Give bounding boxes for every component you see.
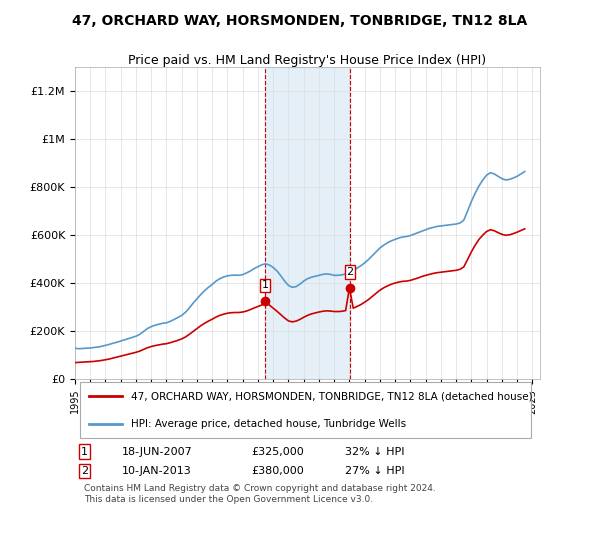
Title: Price paid vs. HM Land Registry's House Price Index (HPI): Price paid vs. HM Land Registry's House … — [128, 54, 487, 67]
Text: £380,000: £380,000 — [252, 466, 304, 476]
Text: 2: 2 — [346, 267, 353, 277]
Text: 32% ↓ HPI: 32% ↓ HPI — [344, 446, 404, 456]
Text: 47, ORCHARD WAY, HORSMONDEN, TONBRIDGE, TN12 8LA (detached house): 47, ORCHARD WAY, HORSMONDEN, TONBRIDGE, … — [131, 391, 532, 402]
Bar — [265, 67, 350, 379]
Text: HPI: Average price, detached house, Tunbridge Wells: HPI: Average price, detached house, Tunb… — [131, 419, 406, 429]
FancyBboxPatch shape — [80, 382, 531, 438]
Text: Contains HM Land Registry data © Crown copyright and database right 2024.
This d: Contains HM Land Registry data © Crown c… — [84, 484, 436, 503]
Text: 1: 1 — [262, 280, 268, 290]
Text: 47, ORCHARD WAY, HORSMONDEN, TONBRIDGE, TN12 8LA: 47, ORCHARD WAY, HORSMONDEN, TONBRIDGE, … — [73, 14, 527, 28]
Text: £325,000: £325,000 — [252, 446, 304, 456]
Text: 27% ↓ HPI: 27% ↓ HPI — [344, 466, 404, 476]
Text: 1: 1 — [81, 446, 88, 456]
Text: 10-JAN-2013: 10-JAN-2013 — [121, 466, 191, 476]
Text: 18-JUN-2007: 18-JUN-2007 — [121, 446, 192, 456]
Text: 2: 2 — [81, 466, 88, 476]
